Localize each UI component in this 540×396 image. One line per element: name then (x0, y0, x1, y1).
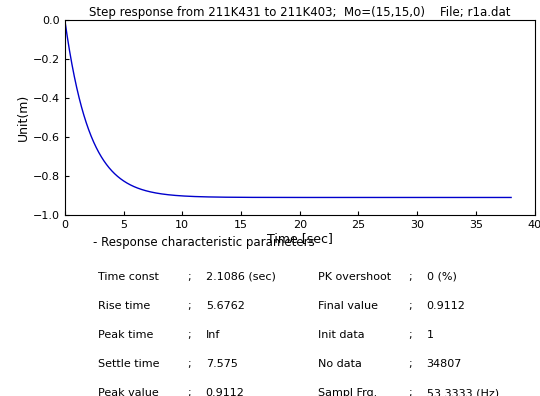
Text: Settle time: Settle time (98, 359, 159, 369)
Text: No data: No data (319, 359, 362, 369)
Text: - Response characteristic parameters: - Response characteristic parameters (93, 236, 315, 249)
Text: Init data: Init data (319, 330, 365, 340)
Text: 34807: 34807 (427, 359, 462, 369)
Title: Step response from 211K431 to 211K403;  Mo=(15,15,0)    File; r1a.dat: Step response from 211K431 to 211K403; M… (89, 6, 510, 19)
Text: Time const: Time const (98, 272, 159, 282)
Text: Sampl Frq.: Sampl Frq. (319, 388, 378, 396)
Text: Inf: Inf (206, 330, 220, 340)
Text: 53.3333 (Hz): 53.3333 (Hz) (427, 388, 498, 396)
Text: 0 (%): 0 (%) (427, 272, 456, 282)
Text: ;: ; (408, 359, 411, 369)
Text: Rise time: Rise time (98, 301, 150, 311)
Text: ;: ; (187, 301, 191, 311)
X-axis label: Time [sec]: Time [sec] (267, 232, 333, 246)
Text: PK overshoot: PK overshoot (319, 272, 392, 282)
Text: ;: ; (408, 272, 411, 282)
Text: Final value: Final value (319, 301, 379, 311)
Text: Peak time: Peak time (98, 330, 153, 340)
Text: 0.9112: 0.9112 (206, 388, 245, 396)
Text: ;: ; (187, 359, 191, 369)
Text: ;: ; (187, 272, 191, 282)
Text: ;: ; (408, 330, 411, 340)
Text: 2.1086 (sec): 2.1086 (sec) (206, 272, 275, 282)
Text: ;: ; (408, 301, 411, 311)
Y-axis label: Unit(m): Unit(m) (17, 94, 30, 141)
Text: 0.9112: 0.9112 (427, 301, 465, 311)
Text: 5.6762: 5.6762 (206, 301, 245, 311)
Text: 1: 1 (427, 330, 434, 340)
Text: 7.575: 7.575 (206, 359, 238, 369)
Text: ;: ; (187, 388, 191, 396)
Text: ;: ; (187, 330, 191, 340)
Text: ;: ; (408, 388, 411, 396)
Text: Peak value: Peak value (98, 388, 158, 396)
